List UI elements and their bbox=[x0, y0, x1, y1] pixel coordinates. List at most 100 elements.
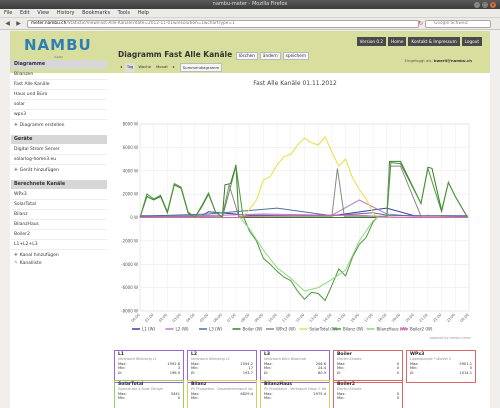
channel-card[interactable]: L2 Verbrauch Wohnung L2 Max: 2554.2 Min: 17 Ø:… bbox=[187, 350, 257, 383]
x-tick-label: 12:00 bbox=[295, 312, 306, 323]
stat-label: Ø: bbox=[118, 370, 123, 375]
channel-list-link[interactable]: ✎ Kanalliste bbox=[11, 261, 107, 269]
search-input[interactable]: Google Schweiz bbox=[425, 20, 491, 28]
x-tick-label: 22:00 bbox=[432, 312, 443, 323]
menu-file[interactable]: File bbox=[4, 10, 13, 16]
card-title: L3 bbox=[264, 352, 270, 357]
next-day-icon[interactable]: ▸ bbox=[172, 64, 175, 69]
stat-value: 24.4 bbox=[317, 366, 326, 371]
sidebar-item-solarlog[interactable]: solarlog-home3.eu bbox=[11, 155, 107, 165]
top-nav: Version 0.2 Home Kontakt & Impressum Log… bbox=[356, 37, 482, 46]
chart-credit: powered by nambu.meter bbox=[430, 336, 472, 340]
site-logo[interactable]: NAMBU bbox=[24, 36, 92, 54]
channel-card[interactable]: SolarTotal Summe der 4 Solar Stringe Max: 5… bbox=[114, 380, 184, 408]
sidebar-item-bilanz[interactable]: Bilanz bbox=[11, 210, 107, 220]
series-line-4 bbox=[139, 165, 468, 218]
window-title: nambu-meter - Mozilla Firefox bbox=[212, 1, 288, 7]
stat-label: Ø: bbox=[191, 370, 196, 375]
card-stat-row: Min: 0 bbox=[118, 396, 180, 400]
prev-day-icon[interactable]: ◂ bbox=[120, 64, 122, 69]
minimize-button[interactable]: – bbox=[474, 1, 480, 8]
delete-button[interactable]: löschen bbox=[235, 51, 258, 60]
sidebar-item-haus-und-buero[interactable]: Haus und Büro bbox=[11, 90, 107, 100]
y-tick-label: 0 W bbox=[130, 215, 138, 220]
url-bar[interactable]: meter.nambu.ch/Statistic/View/Fast-Alle-… bbox=[27, 20, 419, 28]
channel-card[interactable]: BilanzHaus PV Produktion - Verbrauch Haus… bbox=[260, 380, 330, 408]
y-tick-label: 8000 W bbox=[123, 122, 138, 127]
channel-card[interactable]: L1 Verbrauch Wohnung L1 Max: 1592.8 Min: 3 Ø: 1… bbox=[114, 350, 184, 383]
sidebar-item-solartotal[interactable]: SolarTotal bbox=[11, 200, 107, 210]
back-icon[interactable]: ◀ bbox=[5, 20, 10, 27]
page-title: Diagramm Fast Alle Kanäle bbox=[118, 50, 233, 59]
stat-value: 0 bbox=[396, 370, 399, 375]
main-content: Diagramm Fast Alle Kanäle löschen ändern s… bbox=[118, 50, 473, 72]
menu-edit[interactable]: Edit bbox=[19, 10, 30, 16]
login-info: Eingeloggt als: bwerli@nambu.ch bbox=[405, 58, 472, 63]
add-channel-link[interactable]: ✚ Kanal hinzufügen bbox=[11, 250, 107, 261]
sidebar-item-bilanzhaus[interactable]: BilanzHaus bbox=[11, 220, 107, 230]
channel-card[interactable]: L3 Verbrauch Büro Waschsal Max: 206.6 Min: 24… bbox=[260, 350, 330, 383]
x-tick-label: 23:00 bbox=[446, 312, 457, 323]
menu-tools[interactable]: Tools bbox=[117, 10, 130, 16]
url-domain: meter.nambu.ch bbox=[31, 21, 67, 26]
sum-diagram-button[interactable]: Summendiagramm bbox=[179, 63, 223, 72]
sidebar-item-wpx3-channel[interactable]: WPx3 bbox=[11, 190, 107, 200]
sidebar-item-wpx3[interactable]: wpx3 bbox=[11, 110, 107, 120]
card-description: Lippenpumpe * Wurzel 3 bbox=[410, 357, 451, 361]
add-device-link[interactable]: ✚ Gerät hinzufügen bbox=[11, 165, 107, 176]
add-diagram-label: Diagramm erstellen bbox=[19, 123, 65, 128]
legend-label: WPx3 (W) bbox=[276, 327, 296, 332]
channel-card[interactable]: Boiler Electro Einsatz Max: 0 Min: 0 Ø: 0 bbox=[333, 350, 403, 383]
stat-value: 0 bbox=[396, 362, 399, 366]
nav-version[interactable]: Version 0.2 bbox=[356, 37, 387, 46]
maximize-button[interactable]: □ bbox=[482, 1, 488, 8]
sidebar-item-fast-alle-kanaele[interactable]: Fast Alle Kanäle bbox=[11, 80, 107, 90]
x-tick-label: 03:00 bbox=[172, 312, 183, 323]
card-title: SolarTotal bbox=[118, 382, 144, 387]
nav-contact[interactable]: Kontakt & Impressum bbox=[408, 37, 460, 46]
menu-bookmarks[interactable]: Bookmarks bbox=[82, 10, 111, 16]
stat-label: Ø: bbox=[264, 370, 269, 375]
menu-view[interactable]: View bbox=[37, 10, 50, 16]
x-tick-label: 16:00 bbox=[350, 312, 361, 323]
range-week[interactable]: Woche bbox=[138, 64, 152, 69]
edit-button[interactable]: ändern bbox=[259, 51, 281, 60]
legend-label: Boiler (W) bbox=[243, 327, 263, 332]
legend-label: L2 (W) bbox=[176, 327, 190, 332]
card-stat-row: Ø: 60.9 bbox=[264, 371, 326, 375]
reload-icon[interactable]: ↻ bbox=[417, 20, 424, 27]
menu-history[interactable]: History bbox=[56, 10, 75, 16]
card-title: Bilanz bbox=[191, 382, 207, 387]
channel-card[interactable]: Boiler2 Electro Einsatz Max: 0 Min: 0 bbox=[333, 380, 403, 408]
save-button[interactable]: speichern bbox=[282, 51, 310, 60]
range-day[interactable]: Tag bbox=[124, 63, 136, 72]
sidebar-item-boiler2[interactable]: Boiler2 bbox=[11, 230, 107, 240]
stat-label: Max: bbox=[264, 392, 273, 396]
stat-value: 17 bbox=[248, 366, 253, 371]
stat-value: 2975.4 bbox=[313, 392, 326, 396]
y-tick-label: -4000 W bbox=[121, 262, 138, 267]
channel-card[interactable]: Bilanz PV Produktion - Gesamtverbrauch in… bbox=[187, 380, 257, 408]
x-tick-label: 04:00 bbox=[185, 312, 196, 323]
card-description: PV Produktion - Verbrauch Haus + Waschsa… bbox=[264, 387, 326, 391]
sidebar-item-solar[interactable]: solar bbox=[11, 100, 107, 110]
x-tick-label: 15:00 bbox=[336, 312, 347, 323]
y-tick-label: 2000 W bbox=[123, 192, 138, 197]
forward-icon[interactable]: ▶ bbox=[16, 20, 21, 27]
card-stat-row: Ø: 1014.1 bbox=[410, 371, 472, 375]
x-tick-label: 08:00 bbox=[240, 312, 251, 323]
add-diagram-link[interactable]: ✚ Diagramm erstellen bbox=[11, 120, 107, 131]
nav-logout[interactable]: Logout bbox=[461, 37, 482, 46]
sidebar-item-digital-strom[interactable]: Digital Strom Server bbox=[11, 145, 107, 155]
range-month[interactable]: Monat bbox=[156, 64, 168, 69]
sidebar-heading-geraete: Geräte bbox=[11, 135, 107, 144]
nav-home[interactable]: Home bbox=[388, 37, 407, 46]
close-button[interactable]: × bbox=[490, 1, 496, 8]
channel-card[interactable]: WPx3 Lippenpumpe * Wurzel 3 Max: 5901.1 Min:… bbox=[406, 350, 476, 383]
menu-help[interactable]: Help bbox=[137, 10, 149, 16]
card-stat-row: Min: 0 bbox=[337, 396, 399, 400]
x-tick-label: 00:00 bbox=[460, 312, 471, 323]
card-stat-row: Max: 6829.4 bbox=[191, 392, 253, 396]
sidebar-item-bilanzen[interactable]: Bilanzen bbox=[11, 70, 107, 80]
sidebar-item-l1-l2-l3[interactable]: L1+L2+L3 bbox=[11, 240, 107, 250]
